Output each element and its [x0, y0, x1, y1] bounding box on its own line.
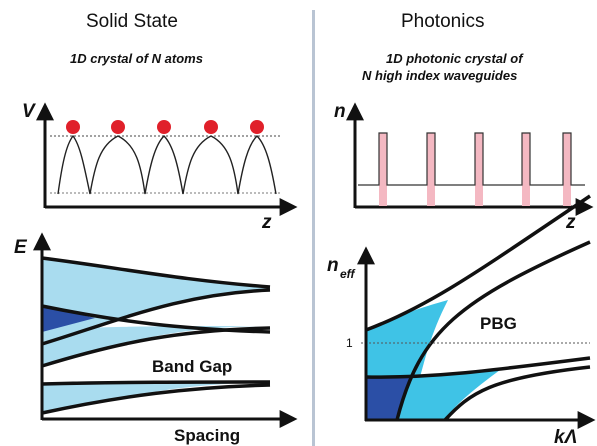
- unit-index-tick-label: 1: [346, 336, 353, 350]
- waveguide-5: [563, 133, 571, 206]
- atom-2: [111, 120, 125, 134]
- dispersion-y-label: n: [327, 255, 339, 276]
- middle-band-fill: [42, 326, 270, 366]
- waveguide-2: [427, 133, 435, 206]
- index-x-label: z: [565, 212, 576, 233]
- left-panel-title: Solid State: [86, 11, 178, 32]
- dispersion-curve-1: [365, 194, 591, 332]
- dispersion-curve-2: [395, 240, 591, 421]
- potential-x-label: z: [261, 212, 272, 233]
- atom-4: [204, 120, 218, 134]
- right-panel-title: Photonics: [401, 11, 485, 32]
- band-plot: E Band Gap Spacing: [14, 232, 298, 445]
- waveguide-3: [475, 133, 483, 206]
- upper-band-fill: [42, 258, 270, 344]
- dispersion-plot: n eff 1 PBG kΛ: [327, 194, 596, 446]
- dispersion-curve-3: [365, 356, 591, 379]
- band-edge-1: [41, 256, 271, 289]
- left-panel-subtitle: 1D crystal of N atoms: [70, 51, 203, 66]
- index-y-label: n: [334, 101, 346, 122]
- atom-5: [250, 120, 264, 134]
- waveguide-1: [379, 133, 387, 206]
- index-profile-curve: [358, 132, 585, 186]
- right-panel-subtitle-line2: N high index waveguides: [362, 68, 518, 83]
- waveguide-4: [522, 133, 530, 206]
- band-x-label: Spacing: [174, 426, 240, 445]
- pbg-label: PBG: [480, 314, 517, 333]
- atom-3: [157, 120, 171, 134]
- band-y-label: E: [14, 237, 28, 258]
- band-edge-2: [41, 288, 271, 346]
- band-edge-5: [41, 380, 271, 386]
- band-edge-4: [41, 326, 271, 368]
- band-overlap-fill: [42, 306, 95, 332]
- potential-y-label: V: [22, 101, 36, 122]
- right-panel-subtitle-line1: 1D photonic crystal of: [386, 51, 523, 66]
- atom-1: [66, 120, 80, 134]
- lower-band-fill: [42, 382, 270, 413]
- dispersion-curve-4: [443, 365, 591, 422]
- band-gap-label: Band Gap: [152, 357, 232, 376]
- dispersion-x-label: kΛ: [554, 427, 577, 446]
- dispersion-y-label-subscript: eff: [340, 267, 355, 281]
- potential-plot: V z: [22, 101, 298, 233]
- panel-divider: [312, 10, 315, 446]
- band-edge-6: [41, 383, 271, 415]
- potential-wells-curve: [57, 134, 277, 195]
- index-plot: n z: [334, 101, 594, 233]
